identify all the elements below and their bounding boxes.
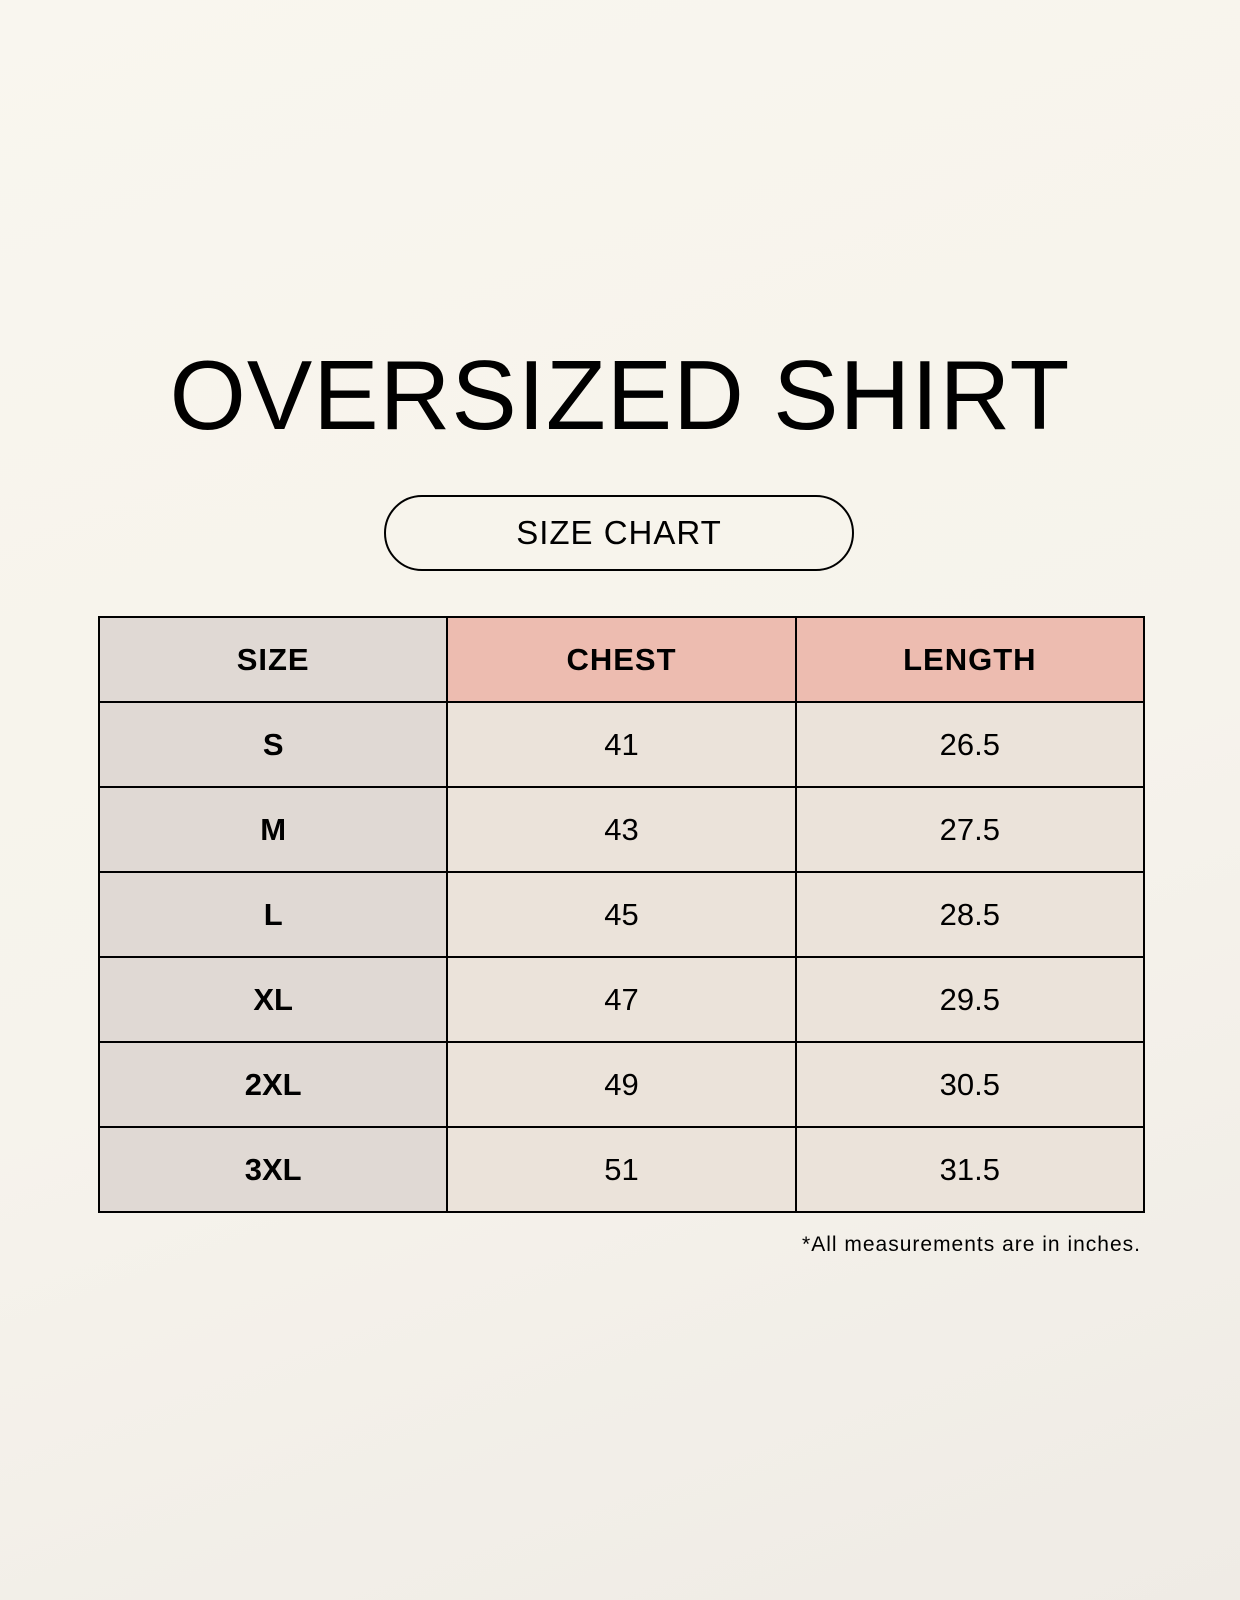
cell-chest: 49 [446, 1041, 797, 1128]
cell-size: S [97, 701, 449, 788]
cell-size: L [97, 871, 449, 958]
table-row: M 43 27.5 [97, 786, 1146, 873]
cell-size: 2XL [97, 1041, 449, 1128]
cell-chest: 41 [446, 701, 797, 788]
table-row: 3XL 51 31.5 [97, 1126, 1146, 1213]
cell-length: 27.5 [794, 786, 1146, 873]
table-row: S 41 26.5 [97, 701, 1146, 788]
cell-length: 30.5 [794, 1041, 1146, 1128]
header-length: LENGTH [794, 616, 1146, 703]
cell-length: 26.5 [794, 701, 1146, 788]
cell-size: XL [97, 956, 449, 1043]
size-chart-badge: SIZE CHART [384, 495, 854, 571]
cell-chest: 45 [446, 871, 797, 958]
table-row: L 45 28.5 [97, 871, 1146, 958]
cell-size: M [97, 786, 449, 873]
cell-length: 29.5 [794, 956, 1146, 1043]
table-header-row: SIZE CHEST LENGTH [97, 616, 1146, 703]
cell-chest: 47 [446, 956, 797, 1043]
cell-length: 31.5 [794, 1126, 1146, 1213]
size-table: SIZE CHEST LENGTH S 41 26.5 M 43 27.5 L 45 28.5 X… [97, 616, 1146, 1213]
cell-chest: 43 [446, 786, 797, 873]
header-chest: CHEST [446, 616, 797, 703]
cell-size: 3XL [97, 1126, 449, 1213]
header-size: SIZE [97, 616, 449, 703]
cell-chest: 51 [446, 1126, 797, 1213]
cell-length: 28.5 [794, 871, 1146, 958]
page-title: OVERSIZED SHIRT [169, 340, 1071, 450]
table-row: 2XL 49 30.5 [97, 1041, 1146, 1128]
footnote: *All measurements are in inches. [802, 1233, 1141, 1256]
table-row: XL 47 29.5 [97, 956, 1146, 1043]
